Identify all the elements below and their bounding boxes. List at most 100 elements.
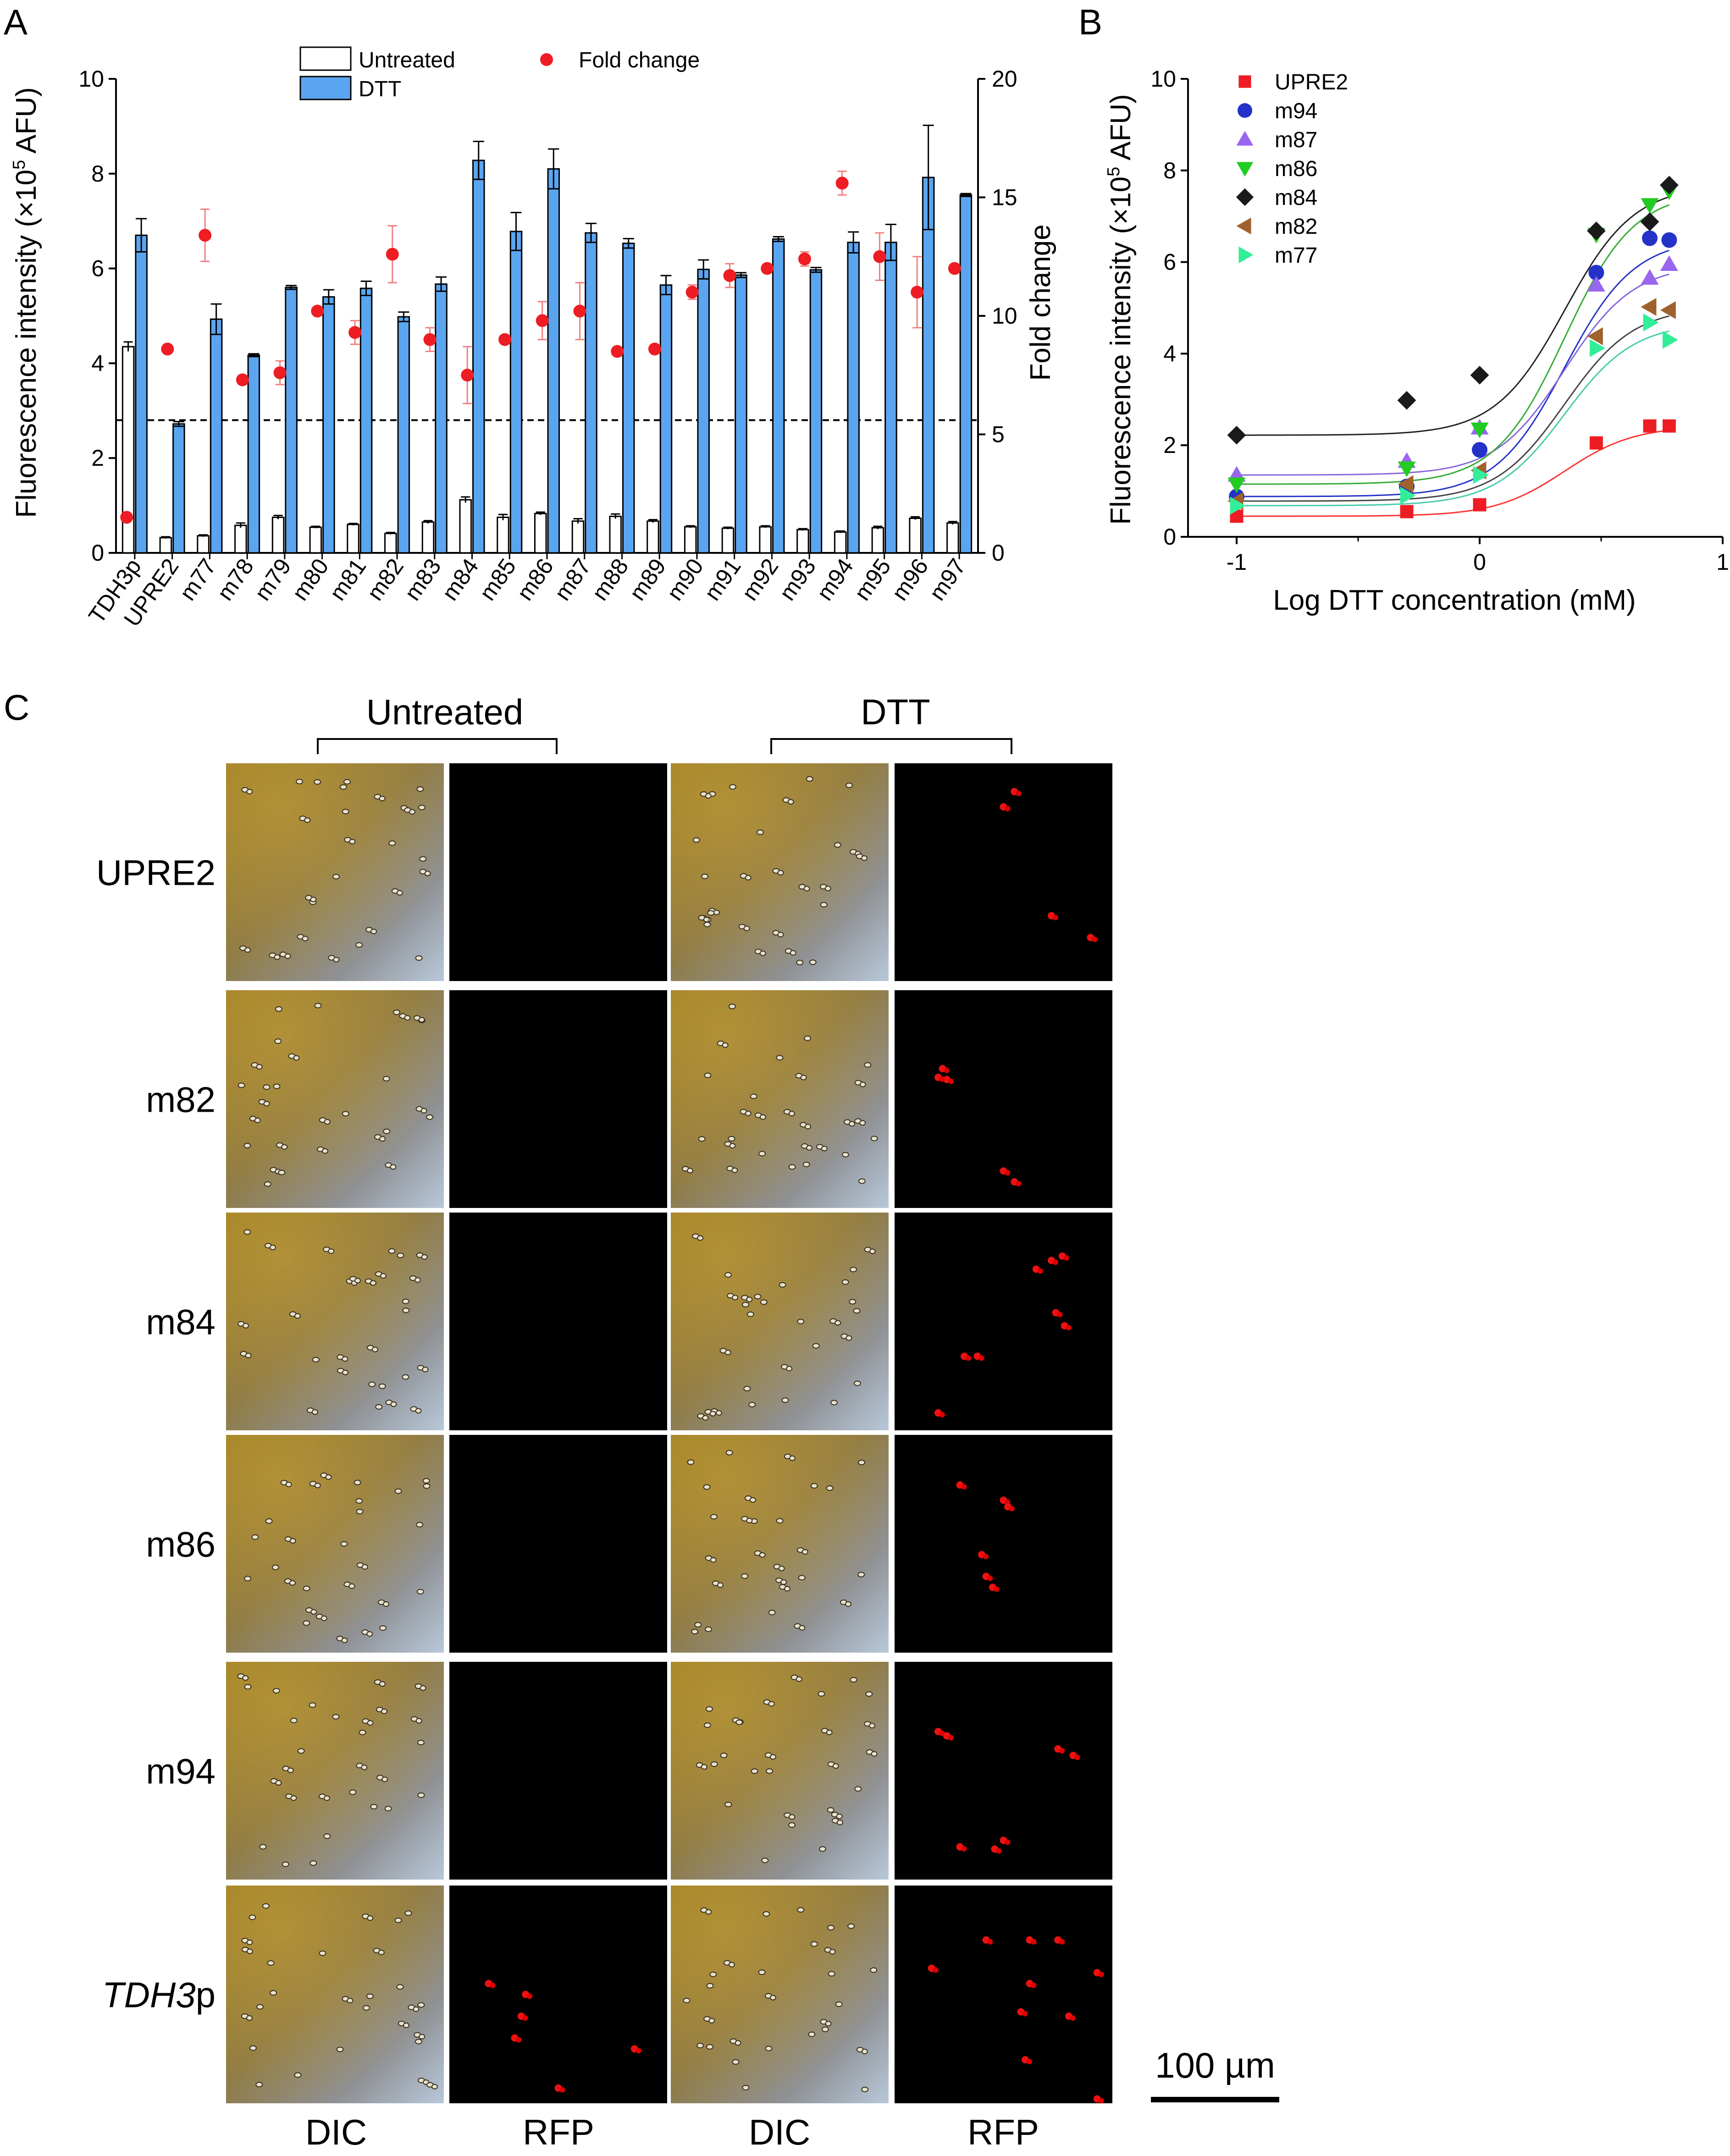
bar-dtt	[397, 316, 410, 554]
rfp-spot	[1074, 1754, 1080, 1760]
yeast-cell	[728, 1004, 736, 1009]
rfp-spot	[948, 1735, 954, 1741]
yeast-cell	[709, 1971, 717, 1977]
yeast-cell	[332, 874, 340, 880]
yeast-cell	[759, 950, 766, 956]
yeast-cell	[864, 1062, 872, 1068]
panel-b: B Fluorescence intensity (×105 AFU) Log …	[1078, 2, 1729, 616]
rfp-spot	[933, 1967, 939, 1973]
yeast-cell	[347, 1998, 354, 2004]
row-label-main: TDH3	[102, 1975, 196, 2015]
yeast-cell	[296, 778, 304, 784]
yeast-cell	[754, 1294, 762, 1300]
yeast-cell	[859, 1120, 866, 1126]
x-tick-label: m83	[399, 554, 446, 605]
rfp-background	[895, 763, 1112, 981]
x-tick-label: m95	[849, 554, 896, 605]
yeast-cell	[340, 1541, 348, 1547]
dic-image	[226, 1886, 444, 2103]
yeast-cell	[702, 1415, 709, 1421]
legend-marker-m84	[1236, 188, 1254, 206]
fold-change-point	[386, 248, 399, 261]
rfp-image	[895, 763, 1112, 981]
bar-dtt	[547, 168, 560, 554]
yeast-cell	[420, 1108, 427, 1114]
legend-label-m87: m87	[1275, 128, 1317, 152]
yeast-cell	[426, 1114, 434, 1120]
rfp-background	[449, 990, 667, 1208]
yeast-cell	[397, 1252, 404, 1258]
rfp-spot	[1016, 790, 1022, 796]
yeast-cell	[847, 1923, 855, 1929]
yeast-cell	[366, 1993, 374, 1999]
yeast-cell	[696, 2043, 704, 2049]
bar-dtt	[472, 160, 485, 554]
x-tick-label: m80	[287, 554, 334, 605]
bar-untreated	[421, 521, 435, 554]
yeast-cell	[710, 1514, 718, 1520]
yeast-cell	[828, 1971, 835, 1977]
rfp-background	[449, 1886, 667, 2103]
x-tick-label: m96	[887, 554, 934, 605]
yeast-cell	[396, 890, 403, 896]
yeast-cell	[415, 2039, 423, 2045]
rfp-spot	[1027, 2059, 1032, 2064]
rfp-spot	[1057, 1312, 1063, 1318]
yeast-cell	[830, 1400, 838, 1406]
yeast-cell	[797, 1318, 805, 1324]
rfp-spot	[1005, 1839, 1011, 1845]
yeast-cell	[848, 1121, 855, 1127]
dic-image	[226, 1662, 444, 1880]
rfp-background	[449, 1662, 667, 1880]
rfp-spot	[1037, 1268, 1043, 1274]
yeast-cell	[349, 1789, 357, 1795]
x-tick-label: m79	[249, 554, 296, 605]
rfp-background	[895, 1435, 1112, 1653]
bar-dtt	[509, 231, 523, 554]
rfp-spot	[1005, 1170, 1011, 1176]
yeast-cell	[776, 1518, 784, 1524]
yeast-cell	[382, 1601, 389, 1607]
data-point-m84	[1640, 212, 1659, 232]
data-point-m77	[1473, 466, 1489, 484]
yeast-cell	[354, 1278, 361, 1284]
yeast-cell	[797, 1907, 805, 1913]
yeast-cell	[826, 1730, 833, 1736]
yeast-cell	[348, 1583, 355, 1589]
legend-dtt-swatch	[299, 76, 352, 100]
bar-untreated	[871, 527, 884, 554]
yeast-cell	[705, 793, 712, 799]
header-untreated-bracket	[317, 738, 558, 754]
panel-b-plot: 0 2 4 6 8 10 -1 0 1 UPRE2 m94 m87 m86 m84 m82 m77	[1150, 66, 1729, 575]
yeast-cell	[423, 1483, 431, 1489]
rfp-image	[895, 1435, 1112, 1653]
yeast-cell	[768, 1701, 775, 1707]
yeast-cell	[311, 1409, 318, 1415]
yeast-cell	[349, 838, 356, 844]
rfp-image	[449, 763, 667, 981]
data-point-m77	[1400, 486, 1416, 505]
rfp-spot	[1031, 1939, 1037, 1945]
dic-image	[226, 1435, 444, 1653]
yeast-cell	[275, 1780, 282, 1786]
panel-b-y-axis-label: Fluorescence intensity (×105 AFU)	[1104, 94, 1137, 525]
dic-glow	[226, 1886, 444, 2103]
yeast-cell	[810, 1483, 818, 1489]
fold-change-point	[311, 304, 324, 318]
yeast-cell	[402, 1307, 410, 1313]
yeast-cell	[355, 942, 363, 948]
yeast-cell	[683, 1997, 691, 2003]
yeast-cell	[749, 1497, 756, 1503]
yeast-cell	[850, 1267, 857, 1273]
yeast-cell	[742, 2084, 750, 2090]
y2-tick-label: 20	[992, 66, 1017, 92]
bar-untreated	[384, 533, 397, 554]
bar-dtt	[135, 234, 148, 554]
y2-tick-label: 15	[992, 185, 1017, 210]
yeast-cell	[778, 1566, 785, 1572]
bar-dtt	[922, 176, 935, 554]
yeast-cell	[846, 1335, 852, 1341]
yeast-cell	[303, 1585, 310, 1591]
y-tick-label: 6	[1163, 249, 1176, 275]
x-tick-label: m81	[325, 554, 371, 605]
